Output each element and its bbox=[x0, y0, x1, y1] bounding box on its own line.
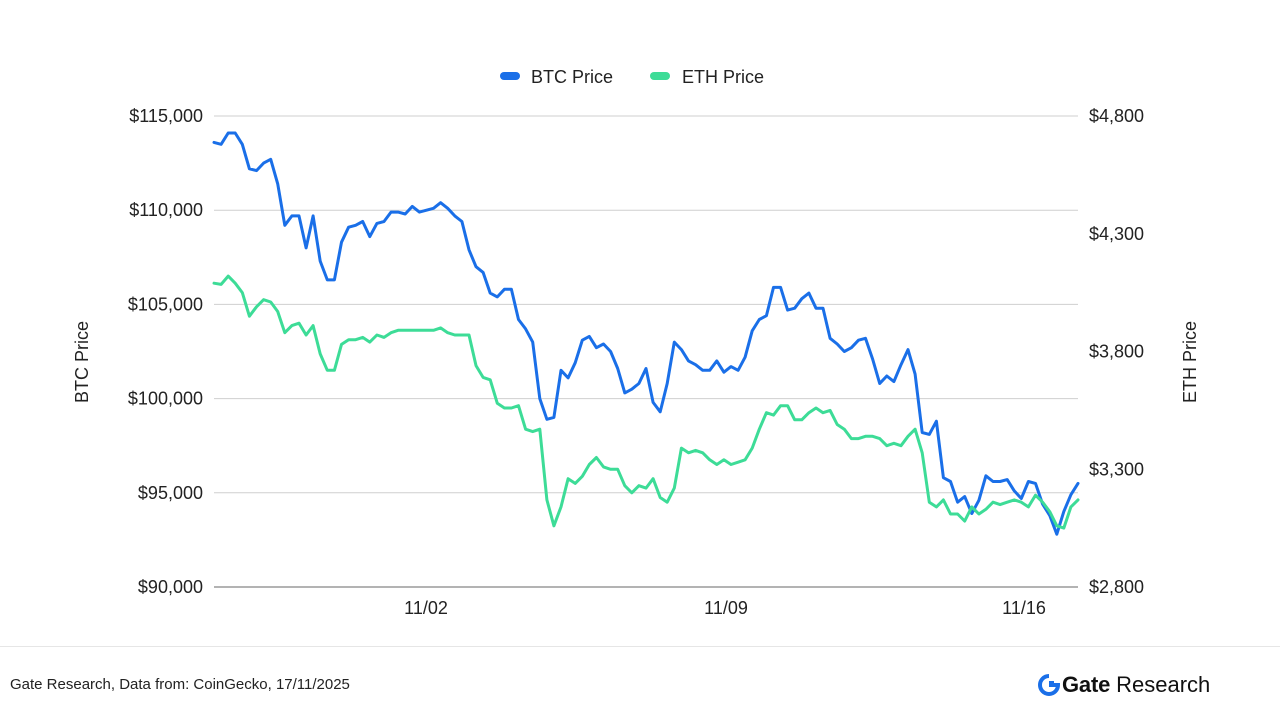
btc-eth-price-chart: $90,000 $95,000 $100,000 $105,000 $110,000 $1… bbox=[72, 67, 1200, 618]
left-axis-ticks: $90,000 $95,000 $100,000 $105,000 $110,000 $1… bbox=[128, 106, 203, 597]
source-note: Gate Research, Data from: CoinGecko, 17/… bbox=[10, 676, 350, 693]
legend-label-btc: BTC Price bbox=[531, 67, 613, 87]
x-tick-label: 11/16 bbox=[1002, 598, 1046, 618]
right-tick-label: $3,300 bbox=[1089, 459, 1144, 479]
eth-price-line bbox=[212, 274, 1080, 530]
left-tick-label: $105,000 bbox=[128, 294, 203, 314]
gate-research-logo: Gate Research bbox=[1038, 670, 1210, 700]
series-layer bbox=[212, 131, 1080, 536]
x-tick-label: 11/02 bbox=[404, 598, 448, 618]
x-axis-ticks: 11/02 11/09 11/16 bbox=[404, 598, 1046, 618]
right-tick-label: $2,800 bbox=[1089, 577, 1144, 597]
brand-suffix: Research bbox=[1116, 672, 1211, 697]
right-tick-label: $3,800 bbox=[1089, 342, 1144, 362]
legend-label-eth: ETH Price bbox=[682, 67, 764, 87]
legend-swatch-eth bbox=[650, 72, 670, 80]
left-tick-label: $100,000 bbox=[128, 389, 203, 409]
footer-divider bbox=[0, 646, 1280, 647]
x-tick-label: 11/09 bbox=[704, 598, 748, 618]
left-tick-label: $95,000 bbox=[138, 483, 203, 503]
right-tick-label: $4,800 bbox=[1089, 106, 1144, 126]
legend-swatch-btc bbox=[500, 72, 520, 80]
right-axis-label: ETH Price bbox=[1180, 321, 1200, 403]
left-axis-label: BTC Price bbox=[72, 321, 92, 403]
right-axis-ticks: $2,800 $3,300 $3,800 $4,300 $4,800 bbox=[1089, 106, 1144, 597]
gate-logo-icon bbox=[1038, 674, 1060, 696]
left-tick-label: $115,000 bbox=[129, 106, 203, 126]
left-tick-label: $90,000 bbox=[138, 577, 203, 597]
legend: BTC Price ETH Price bbox=[500, 67, 764, 87]
right-tick-label: $4,300 bbox=[1089, 224, 1144, 244]
gridlines bbox=[214, 115, 1078, 588]
brand-name: Gate bbox=[1062, 672, 1111, 697]
btc-price-line bbox=[212, 131, 1080, 536]
left-tick-label: $110,000 bbox=[129, 200, 203, 220]
